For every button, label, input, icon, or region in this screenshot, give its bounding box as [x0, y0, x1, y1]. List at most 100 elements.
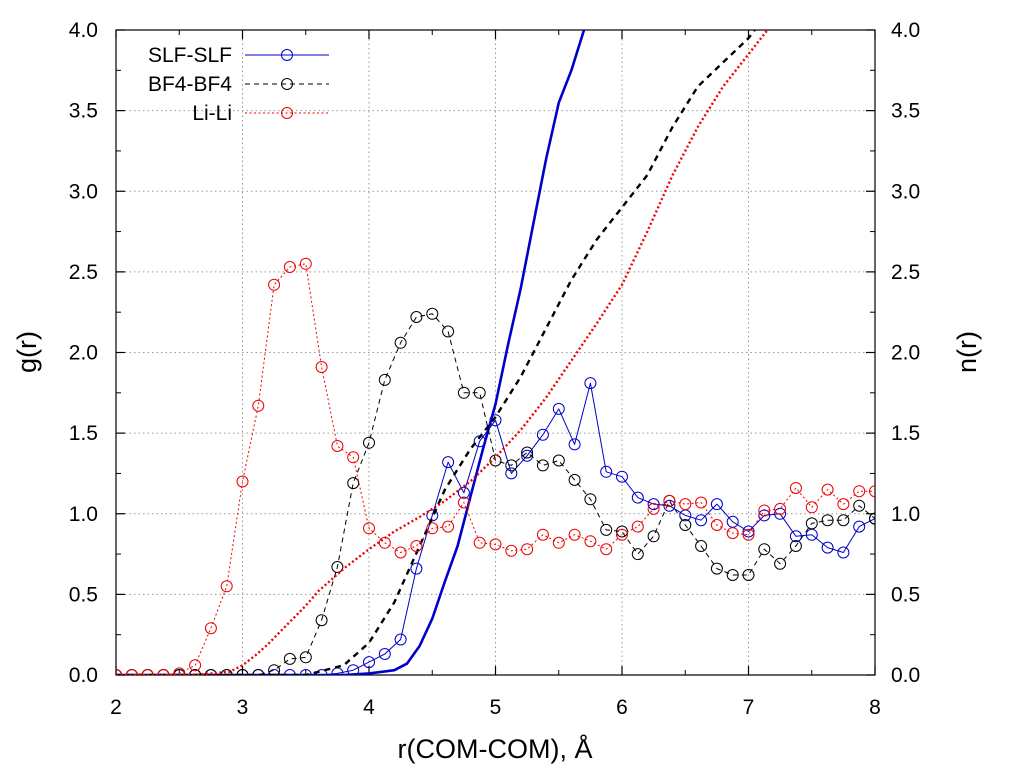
data-point-slf-slf: [521, 449, 534, 462]
data-point-slf-slf: [742, 525, 755, 538]
data-point-li-li: [426, 522, 439, 535]
data-point-slf-slf: [837, 546, 850, 559]
data-point-slf-slf: [457, 486, 470, 499]
data-point-bf4-bf4: [204, 669, 217, 675]
legend: SLF-SLF BF4-BF4 Li-Li: [148, 44, 329, 125]
x-tick-label: 3: [237, 696, 249, 719]
data-point-li-li: [853, 485, 866, 498]
data-point-li-li: [505, 544, 518, 557]
data-point-bf4-bf4: [457, 386, 470, 399]
y2-axis-title: n(r): [952, 331, 982, 373]
data-point-slf-slf: [616, 470, 628, 483]
data-point-slf-slf: [315, 669, 328, 675]
data-point-li-li: [805, 501, 818, 514]
y2-tick-label: 4.0: [891, 19, 920, 42]
data-point-slf-slf: [442, 456, 455, 469]
data-point-li-li: [489, 538, 502, 551]
data-point-bf4-bf4: [283, 652, 296, 665]
y-tick-label: 2.0: [69, 342, 98, 365]
data-point-li-li: [663, 494, 676, 507]
data-point-bf4-bf4: [584, 493, 597, 506]
y-tick-label: 1.5: [69, 422, 98, 445]
y-axis-title: g(r): [12, 331, 42, 373]
data-point-slf-slf: [695, 514, 708, 527]
g-curve-li-li: [116, 263, 875, 675]
data-point-li-li: [695, 496, 708, 509]
data-point-slf-slf: [489, 414, 502, 427]
data-point-bf4-bf4: [189, 669, 202, 675]
data-point-li-li: [315, 361, 328, 373]
data-point-bf4-bf4: [426, 307, 439, 320]
data-point-li-li: [536, 528, 549, 541]
data-point-bf4-bf4: [552, 454, 565, 467]
x-tick-label: 6: [616, 696, 628, 719]
data-point-bf4-bf4: [347, 477, 360, 490]
data-point-slf-slf: [268, 669, 281, 675]
n-curve-bf4-bf4: [116, 30, 756, 675]
data-point-bf4-bf4: [268, 664, 281, 675]
data-point-slf-slf: [552, 402, 565, 415]
data-point-slf-slf: [853, 520, 866, 533]
data-point-li-li: [679, 498, 692, 511]
data-point-li-li: [394, 546, 407, 559]
legend-label: BF4-BF4: [148, 73, 232, 96]
data-point-slf-slf: [505, 467, 518, 480]
data-point-li-li: [821, 483, 834, 496]
data-point-li-li: [157, 669, 170, 675]
data-point-bf4-bf4: [647, 530, 660, 543]
x-tick-label: 7: [743, 696, 755, 719]
data-point-li-li: [631, 520, 644, 533]
data-point-slf-slf: [710, 498, 723, 511]
data-point-li-li: [378, 536, 391, 549]
data-point-bf4-bf4: [315, 614, 328, 627]
n-curve-slf-slf: [116, 30, 586, 675]
data-point-bf4-bf4: [695, 540, 708, 552]
data-point-li-li: [442, 520, 455, 533]
legend-marker: [281, 49, 293, 61]
x-tick-label: 8: [869, 696, 881, 719]
data-point-bf4-bf4: [220, 669, 233, 675]
data-point-bf4-bf4: [869, 512, 875, 525]
data-point-li-li: [363, 522, 375, 535]
data-point-li-li: [299, 257, 312, 270]
axis-ticks: [115, 29, 876, 676]
data-point-li-li: [616, 528, 628, 541]
data-point-bf4-bf4: [568, 473, 581, 486]
data-point-bf4-bf4: [331, 561, 344, 573]
data-point-bf4-bf4: [536, 459, 549, 472]
data-point-li-li: [568, 528, 581, 541]
series-bf4-bf4: [116, 30, 875, 675]
x-tick-label: 4: [363, 696, 375, 719]
data-point-slf-slf: [347, 664, 360, 675]
y-tick-label: 0.5: [69, 583, 98, 606]
y2-tick-label: 1.5: [891, 422, 920, 445]
y2-tick-label: 0.5: [891, 583, 920, 606]
data-point-li-li: [584, 535, 597, 548]
data-point-li-li: [268, 278, 281, 291]
data-point-slf-slf: [774, 507, 787, 520]
data-point-slf-slf: [378, 648, 391, 660]
grid-lines: [116, 30, 875, 675]
data-point-li-li: [125, 669, 138, 675]
data-point-bf4-bf4: [853, 499, 866, 512]
data-point-bf4-bf4: [726, 569, 739, 581]
tick-labels: 2 3 4 5 6 7 8 0.0 0.5 1.0 1.5 2.0 2.5 3.0 3.5 4.0 0.0 0.5…: [69, 19, 920, 719]
data-point-slf-slf: [663, 499, 676, 512]
data-point-bf4-bf4: [521, 446, 534, 459]
series-layer: [116, 30, 875, 675]
legend-label: SLF-SLF: [148, 44, 232, 67]
data-point-li-li: [521, 543, 534, 556]
data-point-li-li: [204, 622, 217, 635]
data-point-li-li: [647, 502, 660, 515]
y2-tick-label: 1.0: [891, 503, 920, 526]
data-point-slf-slf: [647, 498, 660, 511]
data-point-li-li: [758, 504, 771, 517]
data-point-li-li: [189, 659, 202, 672]
data-point-bf4-bf4: [710, 562, 723, 575]
data-point-bf4-bf4: [600, 523, 613, 536]
y2-tick-label: 0.0: [891, 664, 920, 687]
data-point-slf-slf: [299, 669, 312, 675]
data-point-bf4-bf4: [394, 336, 407, 349]
data-point-bf4-bf4: [378, 373, 391, 386]
